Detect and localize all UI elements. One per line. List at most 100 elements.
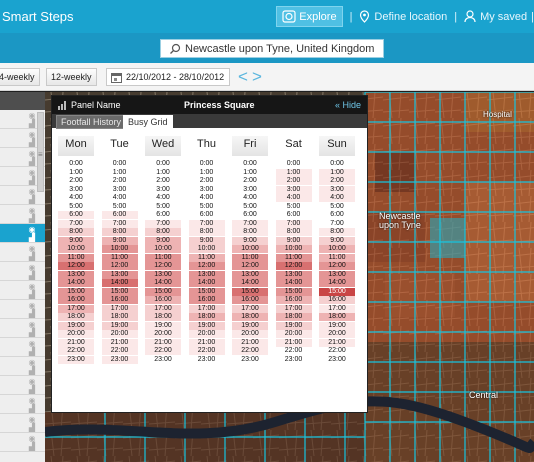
- grid-cell[interactable]: 3:00: [199, 185, 214, 193]
- grid-cell[interactable]: 21:00: [319, 338, 355, 347]
- eye-icon[interactable]: ◉: [28, 320, 36, 329]
- prev-week-button[interactable]: <: [238, 67, 252, 86]
- grid-cell[interactable]: 21:00: [145, 338, 181, 347]
- grid-cell[interactable]: 21:00: [58, 338, 94, 347]
- grid-cell[interactable]: 16:00: [188, 296, 225, 304]
- list-item[interactable]: ◉ ▟: [0, 338, 45, 357]
- grid-cell[interactable]: 15:00: [232, 287, 268, 296]
- grid-cell[interactable]: 16:00: [101, 296, 138, 304]
- eye-icon[interactable]: ◉: [28, 301, 36, 310]
- grid-cell[interactable]: 10:00: [188, 245, 225, 253]
- grid-cell[interactable]: 18:00: [188, 313, 225, 321]
- grid-cell[interactable]: 17:00: [275, 304, 312, 313]
- eye-icon[interactable]: ◉: [28, 111, 36, 120]
- list-item[interactable]: ◉ ▟: [0, 281, 45, 300]
- grid-cell[interactable]: 1:00: [69, 168, 83, 176]
- grid-cell[interactable]: 23:00: [101, 355, 138, 364]
- grid-cell[interactable]: 5:00: [286, 202, 301, 210]
- eye-icon[interactable]: ◉: [28, 358, 36, 367]
- grid-cell[interactable]: 8:00: [188, 228, 225, 236]
- grid-cell[interactable]: 8:00: [101, 228, 138, 236]
- grid-cell[interactable]: 23:00: [328, 355, 346, 363]
- grid-cell[interactable]: 17:00: [145, 304, 181, 313]
- grid-cell[interactable]: 0:00: [112, 160, 127, 167]
- grid-cell[interactable]: 16:00: [275, 296, 312, 304]
- grid-cell[interactable]: 23:00: [284, 355, 303, 363]
- eye-icon[interactable]: ◉: [28, 396, 36, 405]
- grid-cell[interactable]: 6:00: [199, 211, 214, 218]
- grid-cell[interactable]: 0:00: [69, 160, 83, 167]
- grid-cell[interactable]: 14:00: [275, 279, 312, 287]
- grid-cell[interactable]: 6:00: [156, 211, 170, 218]
- grid-cell[interactable]: 5:00: [156, 202, 170, 210]
- eye-icon[interactable]: ◉: [28, 130, 36, 139]
- list-item[interactable]: ◉ ▟: [0, 319, 45, 338]
- grid-cell[interactable]: 5:00: [199, 202, 214, 210]
- grid-cell[interactable]: 11:00: [232, 253, 268, 262]
- grid-cell[interactable]: 3:00: [69, 185, 83, 193]
- grid-cell[interactable]: 12:00: [188, 262, 225, 270]
- eye-icon[interactable]: ◉: [28, 434, 36, 443]
- grid-cell[interactable]: 16:00: [319, 296, 355, 304]
- eye-icon[interactable]: ◉: [28, 244, 36, 253]
- grid-cell[interactable]: 16:00: [232, 296, 268, 304]
- grid-cell[interactable]: 1:00: [112, 168, 127, 176]
- grid-cell[interactable]: 19:00: [58, 321, 94, 330]
- grid-cell[interactable]: 23:00: [241, 355, 259, 363]
- grid-cell[interactable]: 15:00: [145, 287, 181, 296]
- grid-cell[interactable]: 7:00: [330, 219, 344, 227]
- grid-cell[interactable]: 19:00: [232, 321, 268, 330]
- grid-cell[interactable]: 3:00: [275, 185, 312, 194]
- grid-cell[interactable]: 3:00: [243, 185, 257, 193]
- grid-cell[interactable]: 7:00: [145, 219, 181, 228]
- grid-cell[interactable]: 20:00: [232, 330, 268, 338]
- grid-cell[interactable]: 16:00: [58, 296, 94, 304]
- grid-cell[interactable]: 19:00: [319, 321, 355, 330]
- grid-cell[interactable]: 11:00: [188, 253, 225, 262]
- grid-cell[interactable]: 21:00: [232, 338, 268, 347]
- grid-cell[interactable]: 0:00: [286, 160, 301, 167]
- grid-cell[interactable]: 10:00: [275, 245, 312, 253]
- eye-icon[interactable]: ◉: [28, 168, 36, 177]
- grid-cell[interactable]: 6:00: [330, 211, 344, 218]
- grid-cell[interactable]: 15:00: [275, 287, 312, 296]
- eye-icon[interactable]: ◉: [28, 187, 36, 196]
- grid-cell[interactable]: 4:00: [156, 194, 170, 201]
- grid-cell[interactable]: 19:00: [145, 321, 181, 330]
- grid-cell[interactable]: 23:00: [58, 355, 94, 364]
- grid-cell[interactable]: 17:00: [101, 304, 138, 313]
- grid-cell[interactable]: 8:00: [58, 228, 94, 236]
- grid-cell[interactable]: 9:00: [58, 236, 94, 245]
- grid-cell[interactable]: 18:00: [275, 313, 312, 321]
- grid-cell[interactable]: 11:00: [275, 253, 312, 262]
- grid-cell[interactable]: 6:00: [58, 211, 94, 219]
- grid-cell[interactable]: 19:00: [188, 321, 225, 330]
- grid-cell[interactable]: 14:00: [188, 279, 225, 287]
- grid-cell[interactable]: 23:00: [154, 355, 172, 363]
- my-saved-link[interactable]: My saved |: [464, 10, 534, 23]
- grid-cell[interactable]: 12:00: [232, 262, 268, 270]
- eye-icon[interactable]: ◉: [28, 339, 36, 348]
- grid-cell[interactable]: 4:00: [319, 194, 355, 202]
- list-item[interactable]: ◉ ▟: [0, 262, 45, 281]
- grid-cell[interactable]: 7:00: [58, 219, 94, 228]
- grid-cell[interactable]: 20:00: [188, 330, 225, 338]
- grid-cell[interactable]: 2:00: [275, 177, 312, 185]
- grid-cell[interactable]: 18:00: [232, 313, 268, 321]
- grid-cell[interactable]: 5:00: [243, 202, 257, 210]
- date-range-picker[interactable]: 22/10/2012 - 28/10/2012: [106, 68, 230, 86]
- list-item[interactable]: ◉ ▟: [0, 433, 45, 452]
- grid-cell[interactable]: 21:00: [101, 338, 138, 347]
- grid-cell[interactable]: 10:00: [145, 245, 181, 253]
- grid-cell[interactable]: 18:00: [145, 313, 181, 321]
- grid-cell[interactable]: 20:00: [275, 330, 312, 338]
- grid-cell[interactable]: 14:00: [58, 279, 94, 287]
- grid-cell[interactable]: 3:00: [319, 185, 355, 194]
- grid-cell[interactable]: 2:00: [199, 177, 214, 184]
- grid-cell[interactable]: 11:00: [319, 253, 355, 262]
- grid-cell[interactable]: 11:00: [58, 253, 94, 262]
- grid-cell[interactable]: 17:00: [232, 304, 268, 313]
- grid-cell[interactable]: 10:00: [58, 245, 94, 253]
- grid-cell[interactable]: 3:00: [156, 185, 170, 193]
- hide-panel-button[interactable]: « Hide: [334, 100, 361, 110]
